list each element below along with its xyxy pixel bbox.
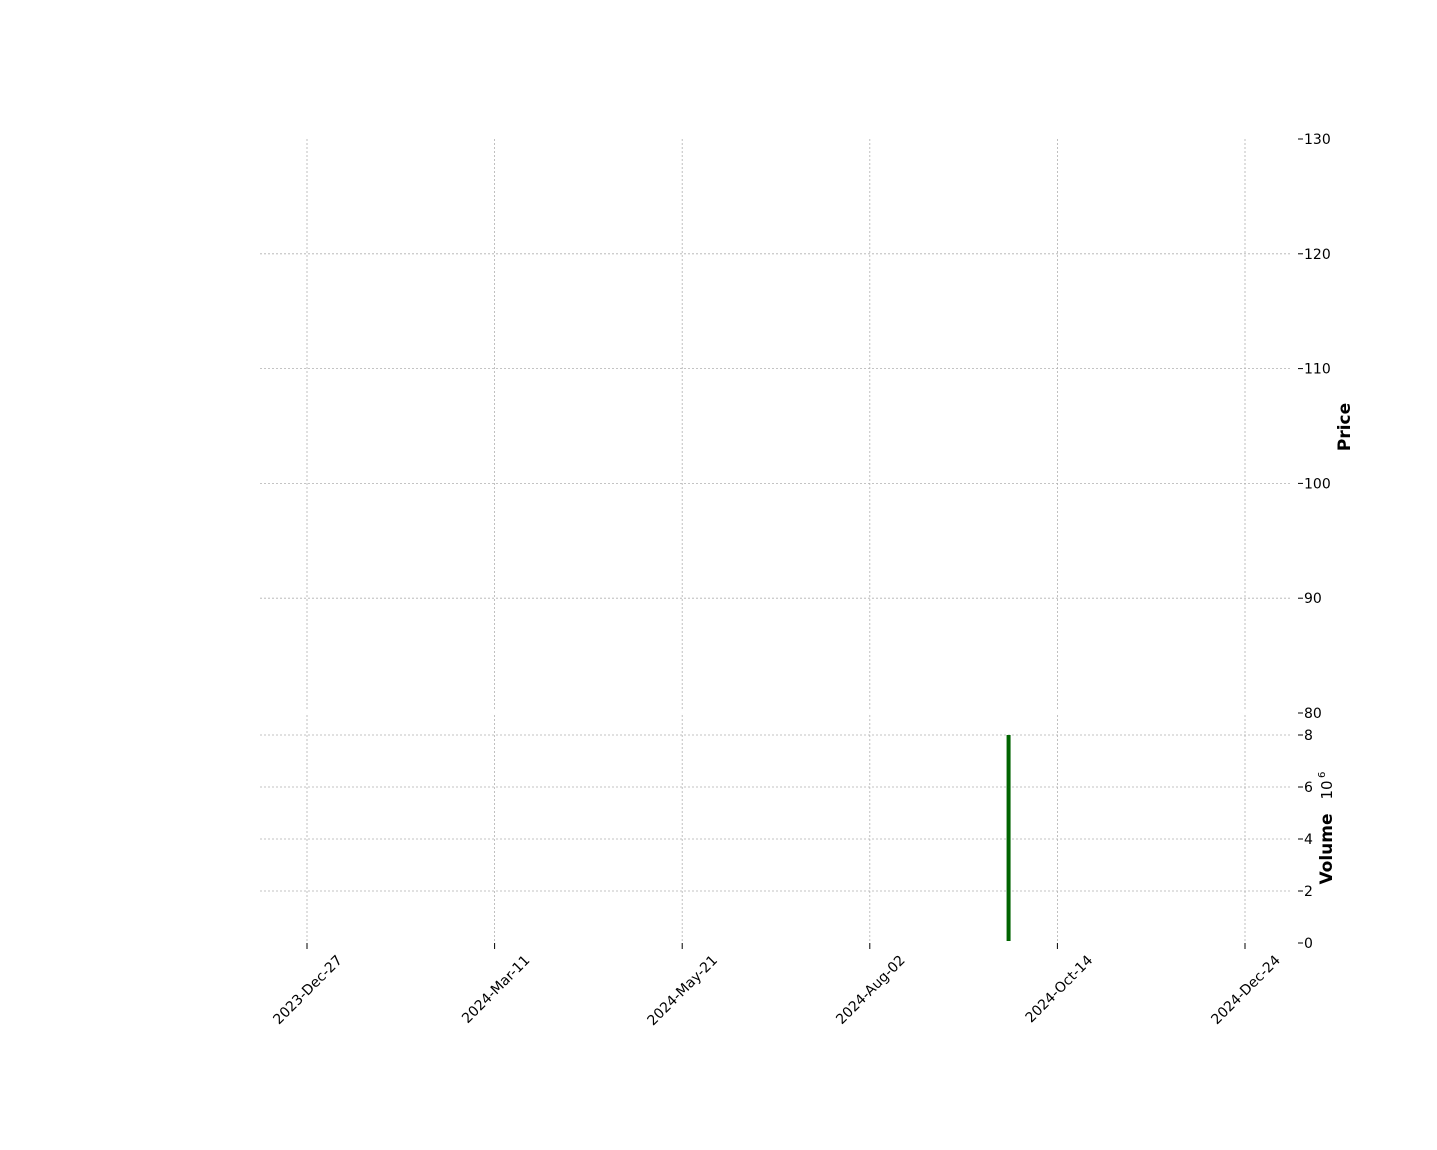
x-tick-label: 2024-May-21 xyxy=(644,953,721,1030)
x-tick-label: 2024-Aug-02 xyxy=(833,953,908,1028)
price-tick-label: 120 xyxy=(1304,247,1331,263)
volume-tick-label: 8 xyxy=(1304,728,1313,744)
x-tick-label: 2024-Mar-11 xyxy=(459,953,533,1027)
volume-tick-label: 4 xyxy=(1304,832,1313,848)
x-tick-label: 2024-Dec-24 xyxy=(1208,952,1283,1027)
price-tick-label: 80 xyxy=(1304,706,1322,722)
volume-bar xyxy=(1006,735,1011,941)
x-axis: 2023-Dec-27 2024-Mar-11 2024-May-21 2024-Au… xyxy=(270,943,1284,1030)
price-panel: 80 90 100 110 120 130 xyxy=(260,132,1331,722)
price-tick-label: 130 xyxy=(1304,132,1331,148)
volume-axis-title: Volume xyxy=(1317,813,1337,884)
price-tick-label: 90 xyxy=(1304,591,1322,607)
volume-exponent-base: 10 xyxy=(1318,780,1336,799)
x-tick-label: 2024-Oct-14 xyxy=(1023,952,1097,1026)
price-tick-label: 100 xyxy=(1304,476,1331,492)
volume-exponent-label: 10 6 xyxy=(1317,772,1336,800)
volume-panel: 0 2 4 6 8 xyxy=(260,715,1313,952)
volume-tick-label: 0 xyxy=(1304,936,1313,952)
volume-tick-label: 2 xyxy=(1304,884,1313,900)
price-tick-label: 110 xyxy=(1304,362,1331,378)
x-tick-label: 2023-Dec-27 xyxy=(270,953,345,1028)
volume-exponent-power: 6 xyxy=(1317,772,1328,778)
price-axis-title: Price xyxy=(1335,403,1355,451)
volume-tick-label: 6 xyxy=(1304,780,1313,796)
